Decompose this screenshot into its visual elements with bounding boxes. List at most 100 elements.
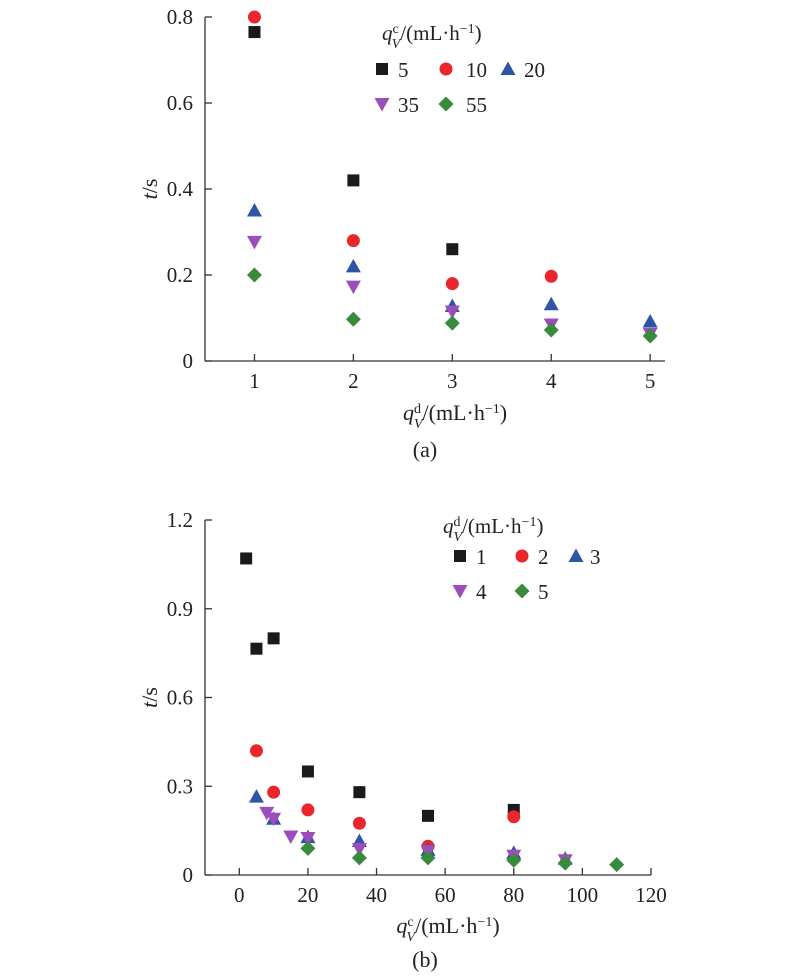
panel-a-point-20 (642, 313, 658, 328)
panel-a-legend-marker-10 (439, 62, 453, 76)
panel-a-y-tick-label: 0.4 (167, 177, 194, 201)
panel-b-x-tick-label: 40 (366, 883, 387, 907)
panel-a-label: (a) (413, 437, 437, 462)
panel-b-y-tick-label: 1.2 (167, 508, 193, 532)
panel-b-x-tick-label: 60 (435, 883, 456, 907)
panel-b-point-2 (352, 816, 366, 830)
panel-b-legend-marker-5 (514, 583, 530, 599)
panel-a-point-35 (444, 305, 460, 320)
panel-a-point-5 (347, 174, 360, 187)
panel-b-point-2 (249, 744, 263, 758)
panel-a-point-55 (345, 311, 361, 327)
panel-b-label: (b) (412, 947, 438, 972)
panel-b-point-4 (300, 832, 316, 846)
panel-b-chart: 0 0.3 0.6 0.9 1.2 0 20 40 60 80 100 120 t/s qc V/(mL·h… (137, 508, 667, 972)
panel-a-x-tick-label: 4 (546, 369, 557, 393)
panel-a-legend-label-35: 35 (398, 93, 419, 117)
panel-a-legend-marker-35 (374, 98, 390, 112)
panel-b-point-2 (267, 785, 281, 799)
panel-b-point-1 (240, 552, 253, 565)
panel-a-x-tick-label: 1 (249, 369, 260, 393)
panel-a-y-tick-label: 0.2 (167, 263, 193, 287)
panel-b-legend-marker-2 (515, 549, 529, 563)
panel-a-point-55 (444, 315, 460, 331)
panel-b-x-tick-label: 120 (635, 883, 667, 907)
panel-b-x-tick-label: 80 (503, 883, 524, 907)
panel-b-point-1 (267, 632, 280, 645)
panel-a-x-tick-label: 3 (447, 369, 458, 393)
panel-b-x-axis-title: qc V/(mL·h−1) (396, 913, 499, 945)
panel-a-series-55 (246, 267, 658, 344)
panel-a-legend-label-55: 55 (466, 93, 487, 117)
panel-b-legend-label-2: 2 (538, 545, 549, 569)
panel-b-point-4 (266, 812, 282, 827)
panel-a-point-20 (345, 258, 361, 273)
panel-b-x-tick-label: 100 (567, 883, 599, 907)
panel-b-point-5 (300, 840, 316, 856)
panel-b-series-3 (248, 789, 573, 865)
panel-b-point-2 (507, 810, 521, 824)
panel-b-y-tick-label: 0.6 (167, 686, 193, 710)
panel-b-y-axis-title: t/s (137, 687, 162, 708)
panel-a-point-55 (543, 322, 559, 338)
panel-b-point-3 (248, 789, 264, 803)
panel-a-legend-marker-20 (500, 61, 516, 75)
panel-a-point-35 (246, 235, 262, 250)
panel-b-point-5 (420, 850, 436, 866)
panel-b-point-5 (506, 852, 522, 868)
panel-a-y-tick-label: 0.8 (167, 5, 193, 29)
panel-a-point-10 (445, 277, 459, 291)
panel-a-legend-label-20: 20 (524, 58, 545, 82)
panel-b-point-1 (301, 765, 314, 778)
panel-b-y-tick-label: 0 (183, 863, 194, 887)
panel-b-legend-label-1: 1 (476, 545, 487, 569)
panel-a-x-tick-label: 2 (348, 369, 359, 393)
panel-b-y-tick-label: 0.9 (167, 597, 193, 621)
panel-b-point-5 (351, 850, 367, 866)
panel-b-point-1 (422, 809, 434, 822)
panel-b-point-1 (250, 642, 263, 655)
panel-a-point-10 (544, 269, 558, 283)
panel-a-legend-marker-55 (438, 96, 454, 112)
panel-a-chart: 0 0.2 0.4 0.6 0.8 1 2 3 4 5 t/s qd V/(mL·h−1) (a) qc V/… (137, 5, 665, 462)
panel-a-x-axis-title: qd V/(mL·h−1) (403, 400, 507, 432)
panel-b-series-5 (300, 840, 625, 873)
panel-a-series-5 (248, 26, 459, 256)
panel-a-point-10 (346, 234, 360, 248)
panel-a-point-10 (247, 10, 261, 24)
panel-a-y-tick-label: 0 (183, 349, 194, 373)
panel-a-point-55 (642, 328, 658, 344)
panel-a-y-axis-title: t/s (137, 179, 162, 200)
panel-b-legend-marker-4 (452, 585, 468, 599)
panel-b-x-tick-label: 20 (297, 883, 318, 907)
panel-b-point-4 (283, 830, 299, 845)
panel-a-point-20 (543, 296, 559, 311)
panel-b-legend: qd V/(mL·h−1)1 2 3 4 5 (443, 514, 601, 604)
panel-a-legend-marker-5 (376, 63, 388, 75)
panel-b-y-tick-label: 0.3 (167, 774, 193, 798)
panel-b-point-5 (609, 857, 625, 873)
panel-a-y-tick-label: 0.6 (167, 91, 193, 115)
panel-b-point-5 (557, 855, 573, 871)
panel-b-x-tick-label: 0 (234, 883, 245, 907)
panel-a-point-5 (446, 243, 459, 256)
panel-b-point-4 (351, 842, 367, 857)
panel-a-legend-label-10: 10 (466, 58, 487, 82)
panel-b-legend-label-4: 4 (476, 580, 487, 604)
panel-a-point-20 (246, 203, 262, 217)
panel-b-legend-label-3: 3 (590, 545, 601, 569)
panel-b-point-2 (301, 803, 315, 817)
panel-b-legend-marker-3 (568, 548, 584, 562)
panel-a-x-tick-label: 5 (645, 369, 656, 393)
panel-b-legend-title: qd V/(mL·h−1) (443, 514, 543, 545)
panel-a-point-55 (246, 267, 262, 283)
panel-a-series-10 (247, 10, 558, 291)
panel-a-legend-label-5: 5 (398, 58, 409, 82)
panel-b-legend-marker-1 (454, 550, 466, 562)
panel-a-legend-title: qc V/(mL·h−1) (382, 21, 482, 52)
panel-a-point-5 (248, 26, 261, 39)
panel-a-legend: qc V/(mL·h−1) 5 10 20 35 55 (374, 21, 545, 117)
panel-b-point-1 (353, 786, 366, 799)
panel-a-point-35 (345, 280, 361, 295)
